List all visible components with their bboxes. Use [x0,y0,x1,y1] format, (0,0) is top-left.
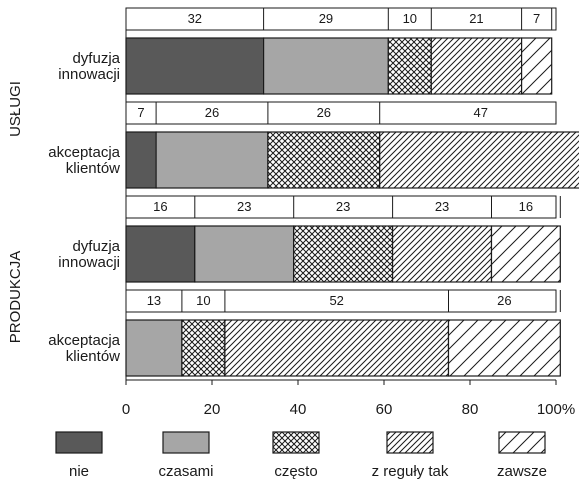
legend-item: zawsze [497,431,547,480]
legend-item: z reguły tak [372,431,449,480]
category-label: dyfuzja [72,238,120,255]
data-label: 23 [435,199,449,214]
bar-segment [447,319,561,377]
tick-label: 100% [537,401,575,418]
data-label: 52 [329,293,343,308]
legend-swatch [272,431,320,454]
group-label: PRODUKCJA [7,251,24,344]
data-label: 26 [317,105,331,120]
plot-area: 322910217dyfuzjainnowacji72626479akcepta… [7,7,579,377]
category-label: akceptacja [48,332,120,349]
bar-segment [520,37,553,95]
x-axis: 0 20 40 60 80 100% [122,8,575,418]
data-label: 16 [519,199,533,214]
data-label: 16 [153,199,167,214]
data-label: 47 [474,105,488,120]
legend-swatch [498,431,546,454]
legend-swatch [55,431,103,454]
legend-swatch [162,431,210,454]
tick-label: 80 [462,401,479,418]
bar-segment [430,37,523,95]
bar-segment [263,37,389,95]
legend-swatch [386,431,434,454]
legend-item: często [272,431,320,480]
bar-segment [125,37,265,95]
category-label: klientów [66,160,120,177]
bar-segment [125,225,196,283]
category-label: akceptacja [48,144,120,161]
data-label: 26 [497,293,511,308]
data-label: 23 [237,199,251,214]
data-label: 32 [188,11,202,26]
tick-label: 60 [376,401,393,418]
data-label: 7 [533,11,540,26]
data-label: 13 [147,293,161,308]
category-label: dyfuzja [72,50,120,67]
data-label: 21 [469,11,483,26]
value-label-strip [125,101,557,125]
bar-row: 72626479akceptacjaklientów [48,101,579,189]
bar-segment [392,225,493,283]
bar-segment [267,131,381,189]
bar-segment [194,225,295,283]
category-label: klientów [66,348,120,365]
tick-label: 40 [290,401,307,418]
data-label: 23 [336,199,350,214]
tick-label: 20 [204,401,221,418]
bar-segment [379,131,579,189]
group-label: USŁUGI [7,81,24,137]
bar-segment [224,319,450,377]
legend: nie czasami często z reguły tak zawsze [55,431,547,480]
legend-label: z reguły tak [372,463,449,480]
legend-label: nie [69,463,89,480]
bar-segment [125,319,183,377]
legend-label: często [274,463,317,480]
bar-segment [490,225,561,283]
data-label: 29 [319,11,333,26]
bar-segment [125,131,157,189]
bar-segment [155,131,269,189]
tick-label: 0 [122,401,130,418]
bar-segment [181,319,226,377]
legend-item: nie [55,431,103,480]
data-label: 10 [403,11,417,26]
category-label: innowacji [58,254,120,271]
data-label: 26 [205,105,219,120]
data-label: 7 [137,105,144,120]
legend-label: czasami [158,463,213,480]
legend-item: czasami [158,431,214,480]
bar-segment [293,225,394,283]
data-label: 10 [196,293,210,308]
bar-segment [387,37,432,95]
legend-label: zawsze [497,463,547,480]
category-label: innowacji [58,66,120,83]
